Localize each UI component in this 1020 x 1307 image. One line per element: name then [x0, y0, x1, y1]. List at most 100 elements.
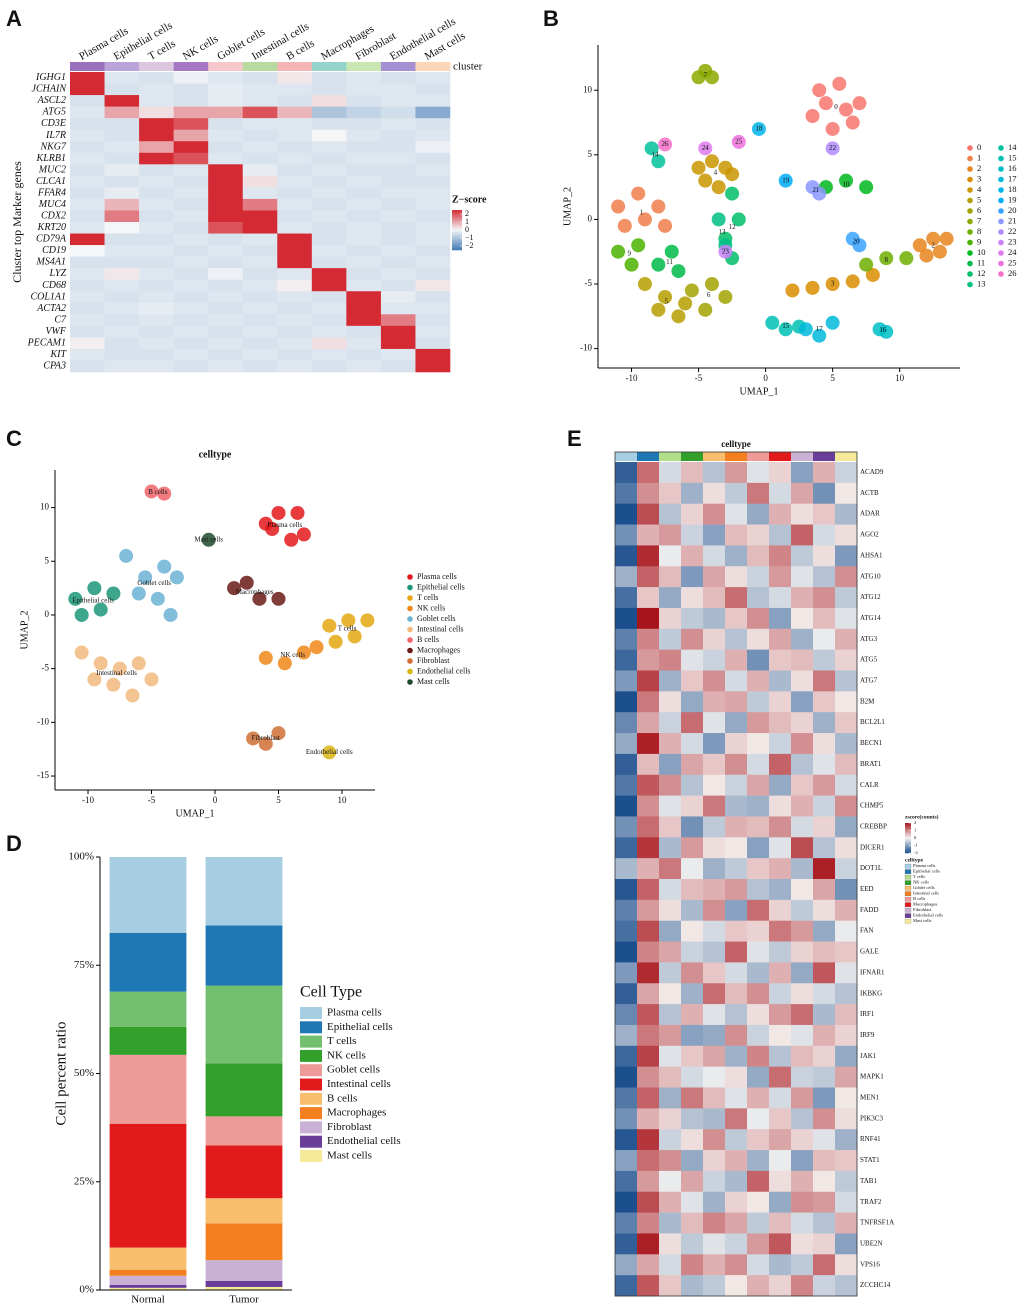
heatmap-cell — [725, 1212, 748, 1234]
legend-label: Fibroblast — [913, 907, 932, 912]
heatmap-cell — [70, 279, 105, 292]
legend-label: Endothelial cells — [417, 666, 471, 675]
heatmap-cell — [70, 129, 105, 142]
colorbar-step — [905, 849, 911, 851]
heatmap-cell — [173, 233, 209, 246]
heatmap-cell — [380, 95, 416, 107]
heatmap-cell — [311, 95, 347, 107]
heatmap-cell — [637, 1045, 660, 1067]
bar-segment — [109, 1284, 187, 1288]
row-label: ATG14 — [860, 614, 881, 622]
heatmap-cell — [681, 858, 704, 880]
cluster-label: 4 — [714, 169, 718, 177]
heatmap-cell — [346, 256, 382, 269]
heatmap-cell — [791, 607, 814, 630]
y-tick-label: 0 — [45, 609, 50, 619]
heatmap-cell — [173, 291, 209, 304]
cluster-label: Plasma cells — [267, 521, 302, 529]
heatmap-cell — [725, 1254, 748, 1276]
heatmap-cell — [813, 1004, 836, 1026]
heatmap-cell — [380, 291, 416, 304]
heatmap-cell — [242, 325, 278, 338]
heatmap-cell — [769, 670, 792, 692]
heatmap-cell — [104, 360, 140, 373]
legend-marker — [967, 145, 973, 151]
heatmap-cell — [813, 1170, 836, 1193]
heatmap-cell — [791, 1004, 814, 1026]
heatmap-cell — [208, 279, 244, 292]
heatmap-cell — [725, 983, 748, 1005]
heatmap-cell — [346, 233, 382, 246]
point-cloud — [658, 289, 673, 304]
heatmap-cell — [70, 314, 105, 327]
point-cloud — [718, 244, 733, 259]
row-label: KRT20 — [37, 222, 66, 233]
bar-segment — [109, 1026, 187, 1055]
row-label: TNFRSF1A — [860, 1219, 894, 1227]
legend-label: T cells — [417, 593, 438, 602]
heatmap-cell — [615, 1066, 638, 1088]
heatmap-cell — [659, 649, 682, 671]
heatmap-cell — [769, 733, 792, 755]
row-label: PIK3C3 — [860, 1114, 883, 1122]
heatmap-cell — [615, 1233, 638, 1255]
heatmap-cell — [813, 1108, 836, 1130]
point-cloud — [718, 289, 733, 304]
heatmap-cell — [208, 106, 244, 119]
point-cloud — [812, 83, 827, 98]
legend-marker — [998, 176, 1004, 183]
heatmap-cell — [703, 879, 726, 901]
heatmap-cell — [769, 712, 792, 734]
heatmap-cell — [835, 482, 858, 504]
heatmap-cell — [415, 302, 451, 315]
colorbar-step — [905, 830, 911, 833]
heatmap-cell — [637, 733, 660, 755]
x-tick-label: -5 — [148, 795, 156, 805]
heatmap-cell — [769, 858, 792, 880]
heatmap-cell — [615, 1129, 638, 1151]
heatmap-cell — [681, 1212, 704, 1234]
heatmap-cell — [415, 360, 451, 373]
heatmap-cell — [415, 268, 451, 280]
heatmap-cell — [747, 1275, 770, 1297]
bar-segment — [205, 1286, 283, 1290]
heatmap-cell — [769, 607, 792, 630]
colorbar-step — [905, 829, 911, 831]
heatmap-cell — [703, 1045, 726, 1067]
panel-label: A — [6, 6, 22, 31]
heatmap-cell — [681, 462, 704, 484]
colorbar-step — [452, 230, 462, 232]
heatmap-cell — [637, 774, 660, 796]
point-cloud — [691, 160, 706, 175]
legend-label: 9 — [977, 236, 981, 246]
legend-marker — [998, 166, 1004, 172]
heatmap-cell — [139, 245, 174, 257]
heatmap-cell — [659, 1233, 682, 1255]
x-tick-label: 10 — [895, 373, 905, 383]
heatmap-cell — [769, 1212, 792, 1234]
colorbar-tick-label: -2 — [914, 850, 918, 855]
y-tick-label: 5 — [45, 555, 50, 565]
heatmap-cell — [173, 348, 209, 361]
row-label: CHMP5 — [860, 802, 884, 810]
point-cloud — [805, 109, 820, 124]
legend-label: 1 — [977, 152, 981, 162]
heatmap-cell — [769, 503, 792, 525]
bar-segment — [205, 1145, 283, 1199]
legend-swatch — [904, 880, 912, 886]
heatmap-cell — [139, 164, 174, 177]
legend-label: 23 — [1008, 236, 1017, 246]
point-cloud — [246, 731, 261, 746]
heatmap-cell — [311, 314, 347, 327]
heatmap-cell — [835, 1150, 858, 1172]
heatmap-cell — [659, 1275, 682, 1297]
heatmap-cell — [813, 774, 836, 796]
heatmap-cell — [681, 691, 704, 713]
cluster-label: NK cells — [280, 651, 305, 659]
point-cloud — [651, 302, 666, 317]
heatmap-cell — [681, 1191, 704, 1213]
heatmap-cell — [415, 198, 451, 211]
heatmap-cell — [747, 816, 770, 838]
heatmap-cell — [791, 753, 814, 776]
legend-marker — [998, 155, 1004, 162]
